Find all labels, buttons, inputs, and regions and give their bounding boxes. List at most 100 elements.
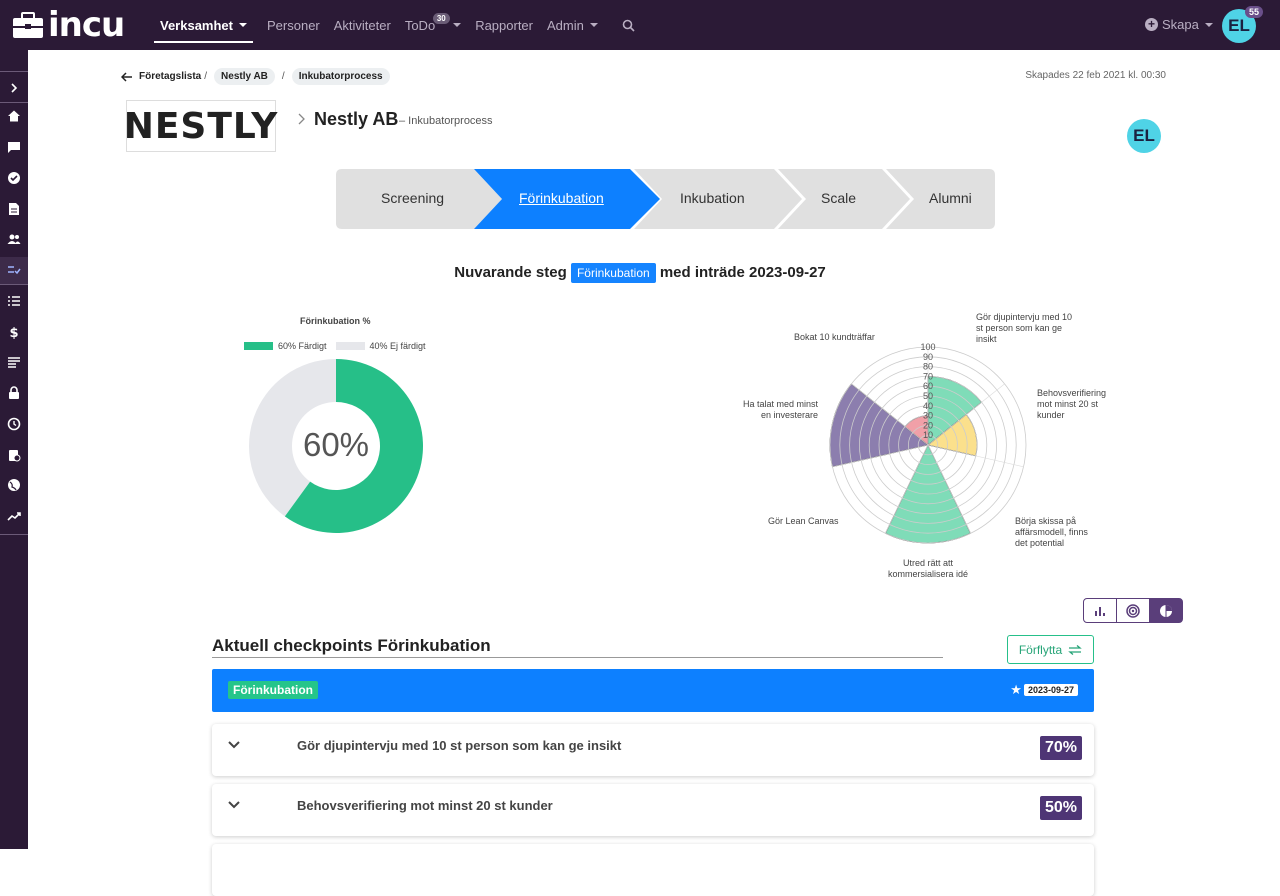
nav-rapporter[interactable]: Rapporter	[475, 0, 533, 50]
donut-segment-not	[249, 359, 336, 517]
page-title: Nestly AB	[314, 109, 399, 129]
nav-personer[interactable]: Personer	[267, 0, 320, 50]
dollar-icon[interactable]: $	[7, 325, 21, 339]
sidebar: $	[0, 50, 28, 849]
step-shape-forinkubation[interactable]	[474, 169, 660, 229]
create-label: Skapa	[1162, 17, 1199, 32]
breadcrumb-separator: /	[281, 71, 285, 82]
notes-icon[interactable]	[7, 355, 21, 369]
polar-label-5: Ha talat med minst en investerare	[742, 399, 818, 420]
checklist-icon[interactable]	[7, 263, 21, 277]
phase-tag: Förinkubation	[228, 681, 318, 699]
sidebar-active-bg	[0, 257, 28, 284]
list-icon[interactable]	[7, 294, 21, 308]
people-icon[interactable]	[7, 232, 21, 246]
arrow-left-icon[interactable]	[121, 71, 133, 82]
nav-label: Admin	[547, 17, 584, 33]
sidebar-divider	[0, 102, 28, 103]
polar-label-2: Börja skissa på affärsmodell, finns det …	[1015, 516, 1088, 548]
chevron-right-icon[interactable]	[7, 81, 21, 95]
clipboard-clock-icon[interactable]	[7, 448, 21, 462]
nav-aktiviteter[interactable]: Aktiviteter	[334, 0, 391, 50]
search-button[interactable]	[622, 0, 635, 50]
polar-chart-button[interactable]	[1116, 598, 1150, 623]
polar-tick-label: 10	[923, 430, 933, 440]
nav-label: Verksamhet	[160, 17, 233, 33]
title-underline	[212, 657, 943, 658]
polar-tick-label: 100	[920, 342, 935, 352]
donut-chart: 60%	[249, 359, 423, 533]
polar-tick-label: 70	[923, 371, 933, 381]
app-logo[interactable]: incu	[12, 5, 125, 45]
checkpoint-row[interactable]: Gör djupintervju med 10 st person som ka…	[212, 724, 1094, 776]
sidebar-divider	[0, 71, 28, 72]
chevron-right-icon	[298, 113, 305, 125]
pie-chart-icon	[1160, 604, 1172, 617]
verified-icon[interactable]	[7, 171, 21, 185]
sidebar-divider	[0, 284, 28, 285]
checkpoint-label: Gör djupintervju med 10 st person som ka…	[297, 738, 622, 753]
breadcrumb-back-link[interactable]: Företagslista	[139, 71, 202, 82]
document-icon[interactable]	[7, 202, 21, 216]
chevron-down-icon[interactable]	[453, 23, 462, 27]
step-shape-scale[interactable]	[778, 169, 910, 229]
clock-icon[interactable]	[7, 417, 21, 431]
chevron-down-icon	[1204, 22, 1213, 27]
nav-todo[interactable]: ToDo 30	[405, 0, 462, 50]
owner-avatar[interactable]: EL	[1127, 119, 1161, 153]
phase-date-value: 2023-09-27	[1023, 684, 1078, 696]
logo-text: incu	[48, 5, 125, 45]
step-shape-inkubation[interactable]	[634, 169, 802, 229]
step-inkubation[interactable]: Inkubation	[680, 190, 745, 206]
bar-chart-button[interactable]	[1083, 598, 1117, 623]
polar-label-4: Gör Lean Canvas	[768, 516, 839, 526]
notification-badge: 55	[1245, 6, 1264, 18]
legend-done-label[interactable]: 60% Färdigt	[278, 341, 327, 351]
polar-spoke	[832, 444, 929, 468]
pie-chart-button[interactable]	[1149, 598, 1183, 623]
current-step-prefix: Nuvarande steg	[454, 264, 567, 281]
bar-chart-icon	[1095, 606, 1105, 616]
nav-label: Aktiviteter	[333, 17, 391, 33]
checkpoint-label: Behovsverifiering mot minst 20 st kunder	[297, 798, 553, 813]
process-steps: Screening Förinkubation Inkubation Scale…	[336, 169, 995, 229]
chat-icon[interactable]	[7, 140, 21, 154]
step-forinkubation[interactable]: Förinkubation	[519, 190, 604, 206]
polar-spoke	[885, 444, 929, 534]
nav-label: Rapporter	[475, 17, 533, 33]
polar-label-0: Gör djupintervju med 10 st person som ka…	[976, 312, 1073, 344]
create-menu[interactable]: + Skapa	[1145, 17, 1213, 32]
nav-label: Personer	[267, 17, 320, 33]
chevron-down-icon[interactable]	[227, 798, 241, 812]
lock-icon[interactable]	[7, 386, 21, 400]
legend-not-label[interactable]: 40% Ej färdigt	[369, 341, 426, 351]
polar-tick-label: 50	[923, 391, 933, 401]
home-icon[interactable]	[7, 109, 21, 123]
chart-type-toggle	[1083, 598, 1183, 623]
todo-count-badge: 30	[432, 13, 450, 24]
globe-icon[interactable]	[7, 478, 21, 492]
step-screening[interactable]: Screening	[381, 190, 445, 206]
step-alumni[interactable]: Alumni	[929, 190, 972, 206]
step-shape-alumni[interactable]	[886, 169, 995, 229]
polar-tick-label: 40	[923, 401, 933, 411]
nav-admin[interactable]: Admin	[547, 0, 598, 50]
nav-verksamhet[interactable]: Verksamhet	[154, 0, 253, 50]
donut-title: Förinkubation %	[300, 316, 371, 326]
legend-swatch-done	[244, 342, 273, 350]
polar-tick-label: 60	[923, 381, 933, 391]
process-steps-shapes	[336, 169, 995, 229]
polar-spoke	[927, 444, 971, 534]
step-scale[interactable]: Scale	[821, 190, 857, 206]
breadcrumb-separator: /	[204, 71, 208, 82]
trending-up-icon[interactable]	[7, 509, 21, 523]
checkpoint-row[interactable]: Behovsverifiering mot minst 20 st kunder…	[212, 784, 1094, 836]
current-step-tag: Förinkubation	[570, 263, 656, 283]
step-shape-screening[interactable]	[336, 169, 502, 229]
breadcrumb-company[interactable]: Nestly AB	[214, 68, 275, 85]
checkpoint-row[interactable]	[212, 844, 1094, 896]
polar-spoke	[927, 383, 1005, 446]
briefcase-icon	[13, 12, 43, 38]
move-button[interactable]: Förflytta	[1007, 635, 1094, 664]
chevron-down-icon[interactable]	[227, 738, 241, 752]
